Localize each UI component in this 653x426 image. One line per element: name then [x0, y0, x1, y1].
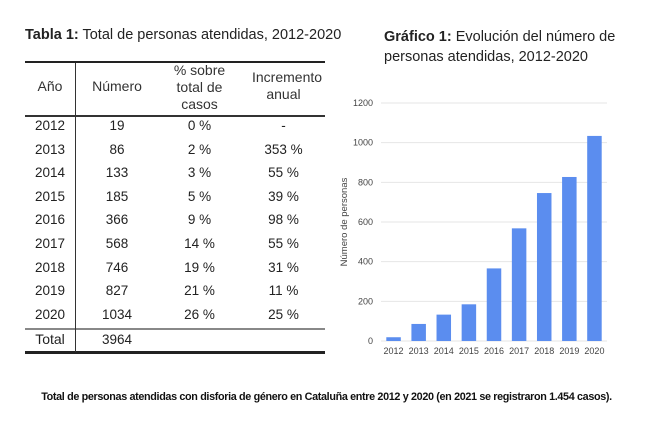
table-cell-number: 366 [105, 212, 129, 228]
table-cell-increment: 11 % [268, 283, 299, 299]
header-number: Número [92, 78, 142, 94]
header-percent: % sobre total de casos [173, 62, 226, 112]
y-tick-label: 1200 [353, 98, 373, 108]
y-tick-label: 600 [358, 217, 373, 227]
y-axis-ticks: 0 200 400 600 800 1000 1200 [353, 98, 373, 346]
x-tick-label: 2019 [559, 346, 579, 356]
table-cell-year: 2018 [34, 259, 66, 275]
table-cell-number: 133 [105, 165, 129, 181]
x-tick-label: 2016 [484, 346, 504, 356]
table-cell-year: 2015 [34, 188, 66, 204]
x-axis-ticks: 2012 2013 2014 2015 2016 2017 2018 2019 2020 [384, 346, 605, 356]
table-cell-number: 86 [109, 141, 125, 157]
x-tick-label: 2013 [409, 346, 429, 356]
table-cell-increment: 98 % [268, 212, 299, 228]
table-cell-year: 2019 [34, 283, 66, 299]
x-tick-label: 2014 [434, 346, 454, 356]
table-cell-increment: - [281, 118, 286, 133]
x-tick-label: 2020 [584, 346, 604, 356]
table-cell-increment: 55 % [268, 165, 299, 181]
table-cell-increment: 25 % [268, 306, 299, 322]
bar-2020 [587, 135, 602, 341]
table-top-rule [25, 61, 325, 63]
table-cell-pct: 9 % [187, 212, 212, 228]
table-title-label: Tabla 1: [25, 27, 79, 43]
table-cell-pct: 5 % [187, 188, 212, 204]
bar-2019 [562, 176, 577, 341]
header-increment: Incremento anual [252, 69, 323, 102]
table-cell-pct: 21 % [184, 283, 215, 299]
table-cell-increment: 39 % [268, 188, 299, 204]
y-axis-label: Número de personas [339, 177, 350, 266]
table-cell-number: 746 [105, 259, 129, 275]
table-cell-year: 2016 [34, 212, 66, 228]
bar-2014 [436, 314, 452, 341]
chart-title-label: Gráfico 1: [384, 29, 452, 45]
table-cell-year: 2017 [34, 236, 66, 251]
bar-2018 [536, 193, 552, 341]
table-cell-year: 2014 [34, 165, 66, 181]
table-cell-pct: 3 % [187, 165, 212, 181]
bar-2017 [511, 228, 527, 341]
table-header-rule [25, 115, 325, 117]
bar-2012 [386, 337, 401, 341]
table-title-text: Total de personas atendidas, 2012-2020 [78, 27, 342, 43]
bar-2016 [486, 268, 502, 341]
x-tick-label: 2018 [534, 346, 554, 356]
table-cell-increment: 55 % [268, 236, 299, 251]
table-column-divider [75, 63, 76, 352]
table-cell-pct: 2 % [187, 141, 212, 157]
table-cell-increment: 31 % [268, 259, 299, 275]
total-value: 3964 [101, 332, 133, 347]
y-tick-label: 800 [358, 177, 373, 187]
table-cell-number: 827 [105, 283, 129, 299]
table-cell-pct: 14 % [184, 236, 215, 251]
y-tick-label: 1000 [353, 138, 373, 148]
table-cell-number: 1034 [101, 306, 133, 322]
table-cell-pct: 19 % [184, 259, 215, 275]
table-cell-year: 2020 [34, 306, 66, 322]
table-cell-number: 185 [105, 188, 129, 204]
chart-title: Gráfico 1: Evolución del número de perso… [384, 27, 644, 67]
table-cell-year: 2012 [34, 118, 66, 133]
table-cell-pct: 0 % [187, 118, 212, 133]
table-cell-increment: 353 % [264, 141, 303, 157]
table-cell-number: 19 [109, 118, 125, 133]
y-tick-label: 400 [358, 257, 373, 267]
figure-caption: Total de personas atendidas con disforia… [41, 391, 612, 403]
total-label: Total [35, 331, 65, 347]
table-total-rule [25, 328, 325, 330]
chart-title-text: Evolución del número de personas atendid… [384, 29, 616, 65]
bar-2013 [411, 323, 426, 341]
table-title: Tabla 1: Total de personas atendidas, 20… [25, 27, 341, 43]
x-tick-label: 2012 [384, 346, 404, 356]
chart-bars [386, 135, 602, 341]
table-bottom-rule [25, 351, 325, 354]
y-tick-label: 200 [358, 296, 373, 306]
bar-2015 [461, 304, 477, 341]
table-cell-pct: 26 % [184, 306, 215, 322]
header-year: Año [37, 78, 63, 94]
table-cell-number: 568 [105, 236, 129, 251]
y-tick-label: 0 [368, 336, 373, 346]
x-tick-label: 2015 [459, 346, 479, 356]
x-tick-label: 2017 [509, 346, 529, 356]
table-cell-year: 2013 [34, 141, 66, 157]
